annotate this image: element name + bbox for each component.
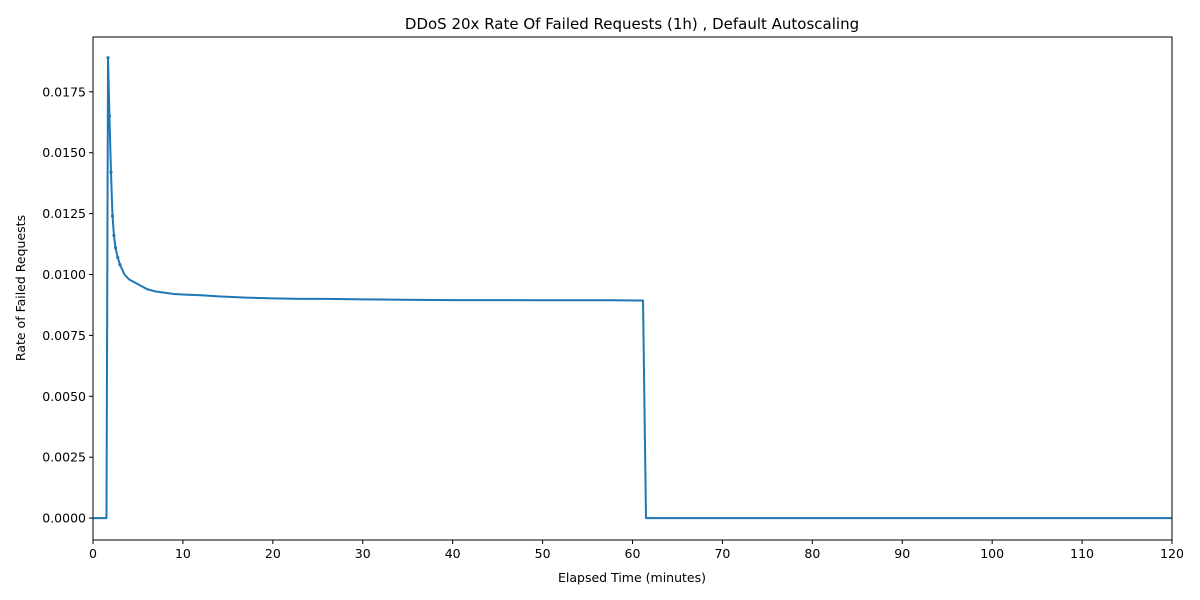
y-axis: 0.0000 0.0025 0.0050 0.0075 0.0100 0.0125 0.01… <box>42 84 93 526</box>
plot-frame <box>92 36 1173 541</box>
data-point <box>110 214 115 218</box>
x-tick-label: 50 <box>535 546 551 561</box>
data-point <box>112 233 116 238</box>
x-tick-label: 0 <box>89 546 97 561</box>
data-point <box>109 170 113 174</box>
y-tick-label: 0.0125 <box>42 206 86 221</box>
data-point <box>118 263 122 267</box>
series-line-failed_rate <box>93 56 1172 520</box>
data-point <box>107 114 112 118</box>
x-tick-label: 70 <box>714 546 730 561</box>
y-tick-label: 0.0050 <box>42 389 86 404</box>
x-tick-label: 80 <box>804 546 820 561</box>
chart-title: DDoS 20x Rate Of Failed Requests (1h) , … <box>405 15 859 33</box>
x-tick-label: 40 <box>445 546 461 561</box>
x-tick-label: 30 <box>355 546 371 561</box>
x-axis-label: Elapsed Time (minutes) <box>558 570 706 585</box>
y-tick-label: 0.0175 <box>42 84 86 99</box>
y-axis-label: Rate of Failed Requests <box>13 215 28 361</box>
x-tick-label: 10 <box>175 546 191 561</box>
x-tick-label: 120 <box>1160 546 1184 561</box>
x-axis: 0 10 20 30 40 50 60 70 80 90 100 110 120 <box>89 540 1184 561</box>
x-tick-label: 20 <box>265 546 281 561</box>
x-tick-label: 60 <box>625 546 641 561</box>
y-tick-label: 0.0075 <box>42 328 86 343</box>
x-tick-label: 100 <box>980 546 1004 561</box>
data-point <box>106 56 110 60</box>
data-point <box>113 246 118 250</box>
x-tick-label: 110 <box>1070 546 1094 561</box>
y-tick-label: 0.0150 <box>42 145 86 160</box>
plot-area <box>93 56 1172 520</box>
x-tick-label: 90 <box>894 546 910 561</box>
y-tick-label: 0.0100 <box>42 267 86 282</box>
y-tick-label: 0.0000 <box>42 511 86 526</box>
y-tick-label: 0.0025 <box>42 450 86 465</box>
data-point <box>116 255 120 260</box>
